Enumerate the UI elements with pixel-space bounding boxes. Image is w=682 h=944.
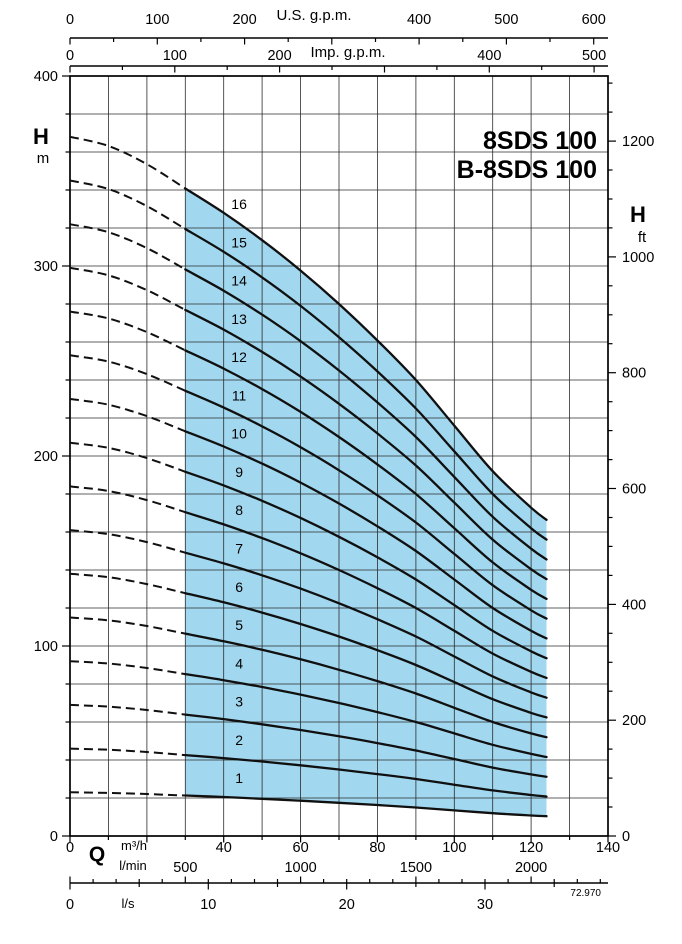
svg-text:140: 140 [596,840,620,856]
head-axis-unit-feet: ft [637,229,647,246]
flow-unit-lmin: l/min [119,858,147,873]
svg-text:1000: 1000 [622,250,654,266]
svg-text:10: 10 [200,897,216,913]
chart-reference-number: 72.970 [570,888,601,899]
svg-text:1000: 1000 [284,860,316,876]
svg-text:16: 16 [231,196,247,212]
svg-text:800: 800 [622,366,646,382]
svg-text:600: 600 [582,12,606,28]
svg-text:0: 0 [66,840,74,856]
head-axis-letter-left: H [33,124,49,149]
svg-text:14: 14 [231,273,247,289]
svg-text:9: 9 [235,464,243,480]
svg-text:200: 200 [622,713,646,729]
svg-text:1200: 1200 [622,134,654,150]
svg-text:7: 7 [235,541,243,557]
svg-text:600: 600 [622,482,646,498]
svg-text:500: 500 [582,48,606,64]
svg-text:500: 500 [173,860,197,876]
svg-text:1: 1 [235,770,243,786]
svg-text:100: 100 [163,48,187,64]
svg-text:0: 0 [622,829,630,845]
head-axis-letter-right: H [630,202,646,227]
svg-text:2: 2 [235,732,243,748]
svg-text:13: 13 [231,311,247,327]
flow-axis-letter: Q [88,843,106,866]
svg-text:300: 300 [34,259,58,275]
us-gpm-axis-unit-label: U.S. g.p.m. [276,7,352,24]
flow-unit-ls: l/s [121,896,135,911]
svg-text:5: 5 [235,617,243,633]
svg-text:8: 8 [235,502,243,518]
svg-text:0: 0 [66,897,74,913]
svg-text:400: 400 [34,69,58,85]
svg-text:11: 11 [232,387,247,403]
svg-text:120: 120 [519,840,543,856]
imp-gpm-axis-unit-label: Imp. g.p.m. [310,44,386,61]
svg-text:1500: 1500 [400,860,432,876]
svg-text:100: 100 [34,639,58,655]
svg-text:80: 80 [369,840,385,856]
pump-model-title-line2: B-8SDS 100 [456,156,597,184]
svg-text:0: 0 [66,48,74,64]
svg-text:200: 200 [232,12,256,28]
svg-text:3: 3 [235,694,243,710]
svg-text:400: 400 [622,597,646,613]
svg-text:6: 6 [235,579,243,595]
svg-text:0: 0 [50,829,58,845]
svg-text:500: 500 [494,12,518,28]
svg-text:200: 200 [267,48,291,64]
svg-text:100: 100 [442,840,466,856]
svg-text:15: 15 [231,234,247,250]
pump-model-title-line1: 8SDS 100 [483,127,597,155]
svg-text:200: 200 [34,449,58,465]
svg-text:40: 40 [216,840,232,856]
svg-text:400: 400 [477,48,501,64]
svg-text:60: 60 [293,840,309,856]
svg-text:10: 10 [231,426,247,442]
svg-text:400: 400 [407,12,431,28]
svg-text:12: 12 [231,349,247,365]
svg-text:30: 30 [477,897,493,913]
svg-text:100: 100 [145,12,169,28]
svg-text:20: 20 [339,897,355,913]
head-axis-unit-meters: m [36,150,50,167]
svg-text:2000: 2000 [515,860,547,876]
svg-text:4: 4 [235,655,243,671]
svg-text:0: 0 [66,12,74,28]
flow-unit-m3h: m³/h [121,838,147,853]
